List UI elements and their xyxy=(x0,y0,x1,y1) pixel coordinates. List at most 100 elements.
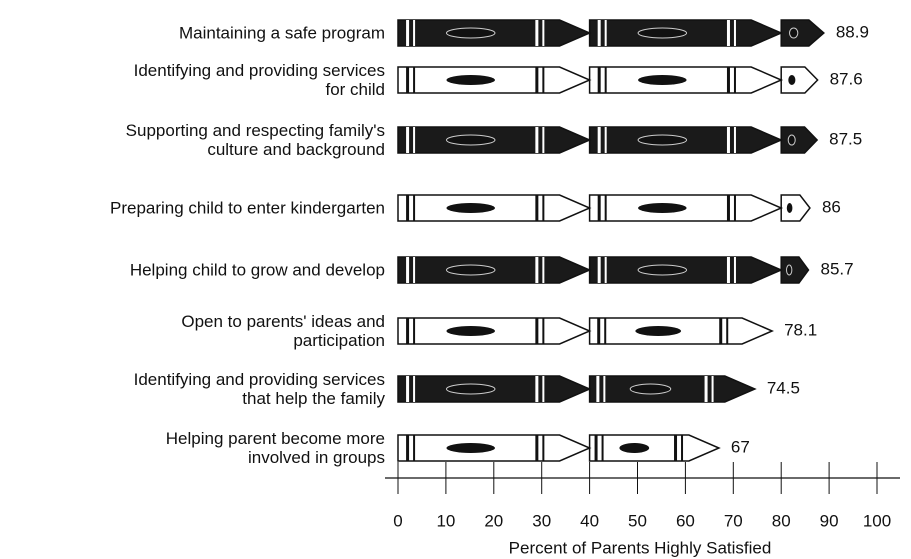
x-tick-label: 90 xyxy=(820,511,839,530)
crayon-label xyxy=(445,264,496,276)
value-label: 87.5 xyxy=(829,129,862,148)
x-tick-label: 20 xyxy=(484,511,503,530)
crayon-band xyxy=(406,257,410,283)
crayon-label xyxy=(789,27,799,39)
crayon-band xyxy=(406,67,410,93)
crayon-band xyxy=(597,318,601,344)
bar xyxy=(397,256,810,284)
crayon-band xyxy=(704,376,708,402)
crayon-band xyxy=(674,435,678,461)
crayon-band xyxy=(726,20,730,46)
crayon-band xyxy=(726,257,730,283)
bar xyxy=(397,375,757,403)
crayon-band xyxy=(535,67,539,93)
crayon-label xyxy=(637,134,688,146)
category-label: Helping child to grow and develop xyxy=(129,260,385,280)
x-tick-label: 40 xyxy=(580,511,599,530)
x-tick-label: 100 xyxy=(863,511,891,530)
crayon-band xyxy=(719,318,723,344)
bar xyxy=(397,126,819,154)
crayon-band xyxy=(604,257,607,283)
crayon-decoration xyxy=(406,67,796,93)
crayon-label xyxy=(446,443,495,453)
crayon-band xyxy=(726,67,730,93)
crayon-band xyxy=(413,195,416,221)
crayon-band xyxy=(406,376,410,402)
crayon-band xyxy=(535,435,539,461)
x-tick-label: 0 xyxy=(393,511,402,530)
category-label: Identifying and providing services for c… xyxy=(133,61,385,99)
crayon-band xyxy=(604,195,607,221)
crayon-band xyxy=(733,127,736,153)
bar xyxy=(397,317,774,345)
x-tick-label: 30 xyxy=(532,511,551,530)
crayon-band xyxy=(542,376,545,402)
crayon-label xyxy=(446,203,495,213)
crayon-band xyxy=(535,127,539,153)
bar xyxy=(397,194,811,222)
crayon-band xyxy=(604,127,607,153)
crayon-band xyxy=(406,318,410,344)
crayon-label xyxy=(445,134,496,146)
crayon-band xyxy=(596,376,600,402)
crayon-label xyxy=(445,383,496,395)
crayon-band xyxy=(733,195,736,221)
crayon-band xyxy=(542,318,545,344)
x-tick-label: 80 xyxy=(772,511,791,530)
category-label: Supporting and respecting family's cultu… xyxy=(125,121,385,159)
crayon-band xyxy=(726,127,730,153)
crayon-band xyxy=(597,67,601,93)
crayon-band xyxy=(542,67,545,93)
crayon-decoration xyxy=(406,318,729,344)
crayon-band xyxy=(535,318,539,344)
crayon-band xyxy=(542,20,545,46)
crayon-band xyxy=(604,318,607,344)
crayon-decoration xyxy=(406,376,714,402)
crayon-label xyxy=(786,203,793,213)
crayon-band xyxy=(542,127,545,153)
category-label: Open to parents' ideas and participation xyxy=(181,312,385,350)
crayon-label xyxy=(638,203,687,213)
bar xyxy=(397,66,819,94)
crayon-band xyxy=(535,195,539,221)
crayon-decoration xyxy=(406,127,796,153)
crayon-label xyxy=(637,27,688,39)
crayon-band xyxy=(413,257,416,283)
crayon-decoration xyxy=(406,20,799,46)
crayon-band xyxy=(726,195,730,221)
crayon-band xyxy=(604,67,607,93)
crayon-band xyxy=(726,318,729,344)
value-label: 86 xyxy=(822,197,841,216)
crayon-band xyxy=(535,20,539,46)
x-tick-label: 70 xyxy=(724,511,743,530)
category-label: Preparing child to enter kindergarten xyxy=(110,198,385,218)
value-label: 74.5 xyxy=(767,378,800,397)
crayon-band xyxy=(413,67,416,93)
crayon-band xyxy=(406,435,410,461)
crayon-label xyxy=(619,443,650,453)
bar xyxy=(397,434,721,462)
category-label: Maintaining a safe program xyxy=(178,23,385,43)
x-tick-label: 50 xyxy=(628,511,647,530)
crayon-band xyxy=(413,318,416,344)
crayon-label xyxy=(445,27,496,39)
x-axis-title: Percent of Parents Highly Satisfied xyxy=(509,538,772,557)
x-tick-label: 10 xyxy=(436,511,455,530)
crayon-label xyxy=(787,134,796,146)
crayon-band xyxy=(413,20,416,46)
crayon-label xyxy=(638,75,687,85)
crayon-band xyxy=(406,127,410,153)
crayon-label xyxy=(629,383,672,395)
crayon-band xyxy=(681,435,684,461)
crayon-decoration xyxy=(406,195,793,221)
crayon-label xyxy=(637,264,688,276)
crayon-band xyxy=(711,376,714,402)
crayon-band xyxy=(542,435,545,461)
category-label: Helping parent become more involved in g… xyxy=(165,429,385,467)
crayon-band xyxy=(733,257,736,283)
crayon-band xyxy=(406,20,410,46)
crayon-band xyxy=(597,20,601,46)
bar xyxy=(397,19,825,47)
